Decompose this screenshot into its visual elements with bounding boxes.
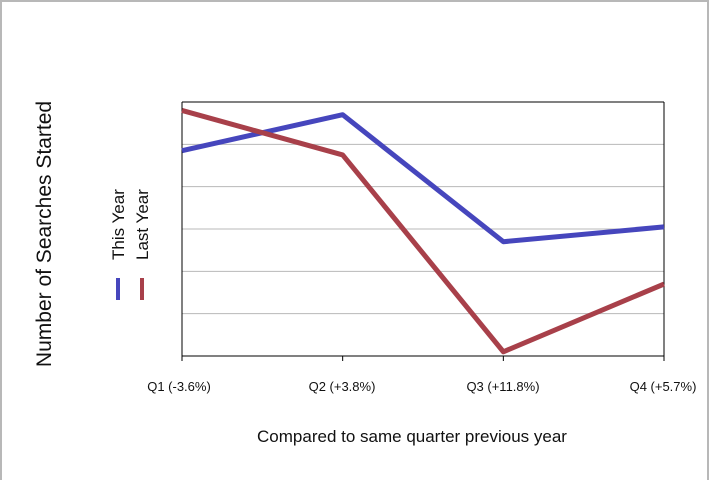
grid-lines bbox=[182, 101, 665, 356]
series-lines bbox=[181, 108, 665, 355]
legend: This Year Last Year bbox=[109, 189, 152, 300]
legend-label: This Year bbox=[109, 189, 128, 260]
x-tick-label: Q1 (-3.6%) bbox=[147, 379, 211, 394]
x-axis-label: Compared to same quarter previous year bbox=[257, 427, 567, 446]
x-tick-label: Q2 (+3.8%) bbox=[309, 379, 376, 394]
series-line-this-year bbox=[181, 112, 665, 245]
x-tick-label: Q4 (+5.7%) bbox=[630, 379, 697, 394]
legend-label: Last Year bbox=[133, 189, 152, 260]
series-line-last-year bbox=[181, 108, 665, 355]
x-tick-label: Q3 (+11.8%) bbox=[466, 379, 539, 394]
x-ticks: Q1 (-3.6%) Q2 (+3.8%) Q3 (+11.8%) Q4 (+5.7%… bbox=[147, 356, 696, 394]
y-axis-label: Number of Searches Started bbox=[33, 101, 56, 367]
